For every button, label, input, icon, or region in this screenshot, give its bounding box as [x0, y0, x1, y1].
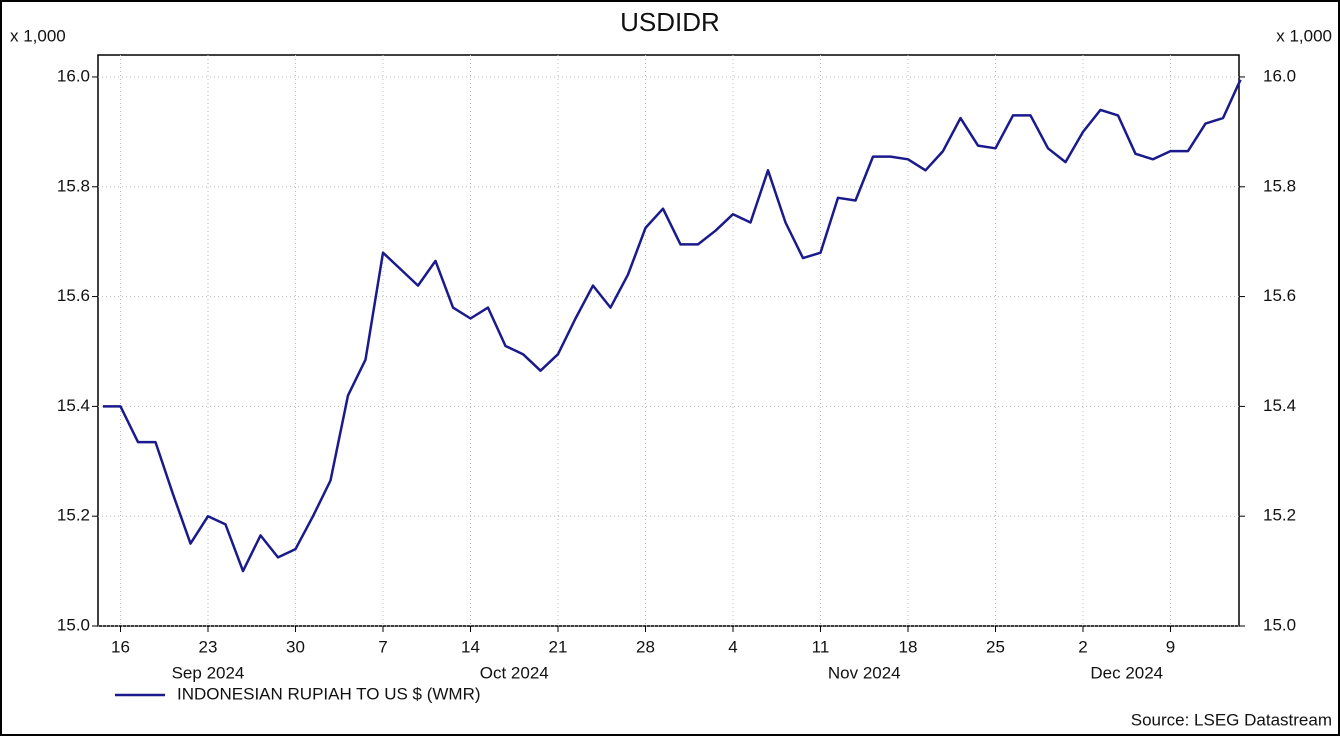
- x-tick-label: 25: [986, 637, 1005, 656]
- y-unit-label: x 1,000: [10, 26, 66, 45]
- x-tick-label: 23: [199, 637, 218, 656]
- y2-tick-label: 15.6: [1263, 286, 1296, 305]
- y2-tick-label: 15.4: [1263, 396, 1296, 415]
- x-tick-label: 2: [1078, 637, 1087, 656]
- y2-tick-label: 15.0: [1263, 615, 1296, 634]
- y2-tick-label: 16.0: [1263, 66, 1296, 85]
- x-tick-label: 11: [812, 637, 830, 656]
- y-tick-label: 16.0: [57, 66, 90, 85]
- y-tick-label: 15.8: [57, 176, 90, 195]
- series-line: [103, 79, 1242, 573]
- y2-tick-label: 15.8: [1263, 176, 1296, 195]
- x-tick-label: 16: [111, 637, 130, 656]
- month-label: Sep 2024: [172, 663, 245, 682]
- x-tick-label: 9: [1166, 637, 1175, 656]
- chart-title: USDIDR: [620, 7, 720, 37]
- x-tick-label: 4: [728, 637, 737, 656]
- y2-unit-label: x 1,000: [1276, 26, 1332, 45]
- x-tick-label: 28: [636, 637, 655, 656]
- x-tick-label: 18: [899, 637, 918, 656]
- y2-tick-label: 15.2: [1263, 506, 1296, 525]
- legend-label: INDONESIAN RUPIAH TO US $ (WMR): [177, 684, 481, 703]
- y-tick-label: 15.2: [57, 506, 90, 525]
- month-label: Dec 2024: [1090, 663, 1163, 682]
- x-tick-label: 7: [378, 637, 387, 656]
- y-tick-label: 15.6: [57, 286, 90, 305]
- plot-area: [97, 54, 1240, 627]
- x-tick-label: 30: [286, 637, 305, 656]
- source-note: Source: LSEG Datastream: [1131, 710, 1332, 729]
- x-tick-label: 21: [549, 637, 568, 656]
- x-tick-label: 14: [461, 637, 480, 656]
- y-tick-label: 15.0: [57, 615, 90, 634]
- month-label: Oct 2024: [480, 663, 549, 682]
- month-label: Nov 2024: [828, 663, 901, 682]
- y-tick-label: 15.4: [57, 396, 90, 415]
